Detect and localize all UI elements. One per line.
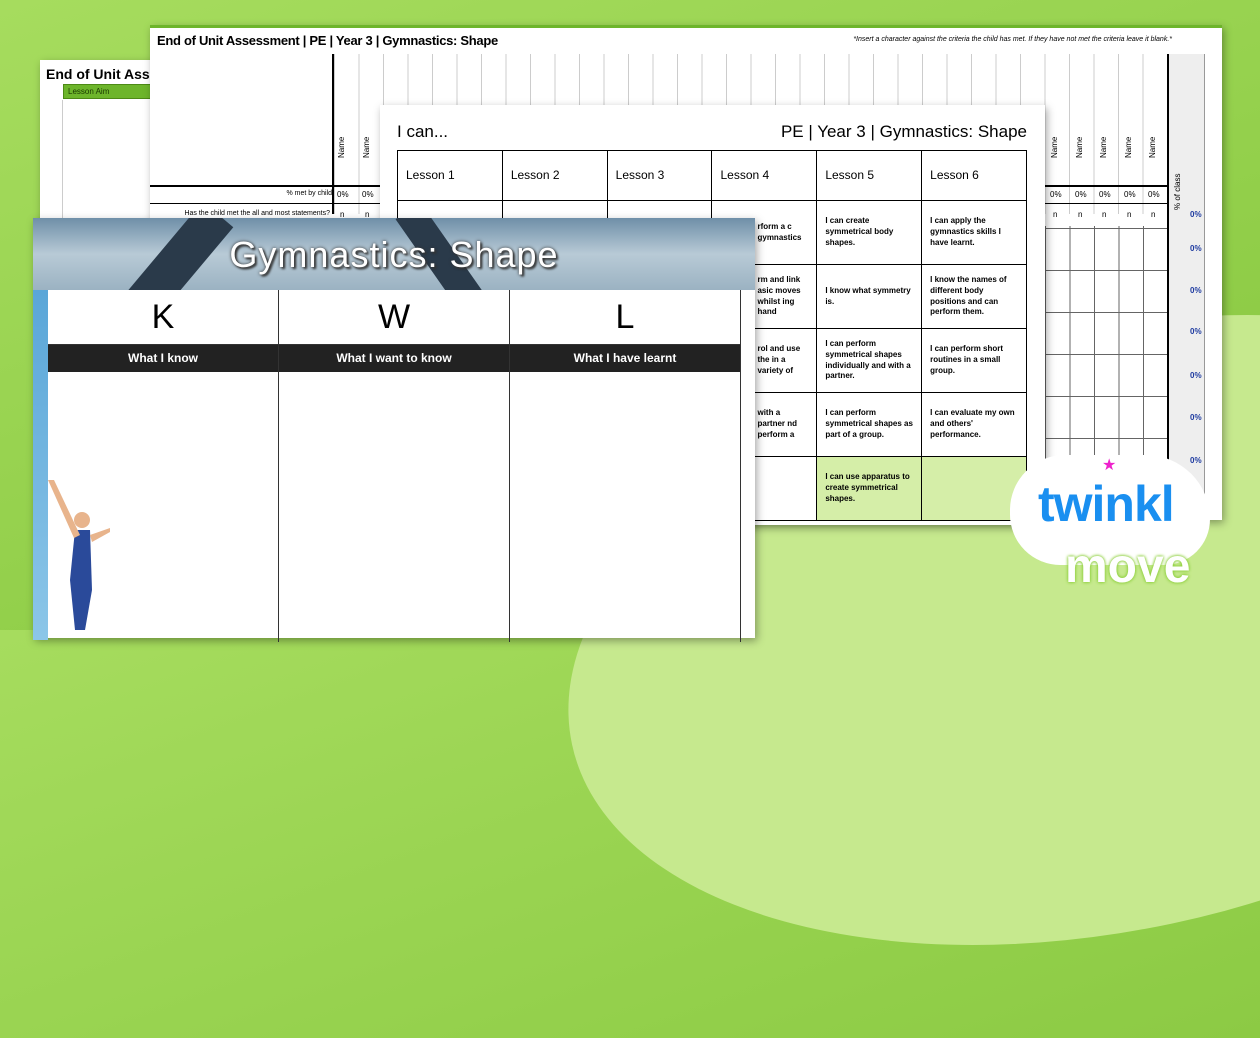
pct-value: 0%: [1148, 190, 1160, 199]
name-header: Name: [1148, 136, 1157, 158]
name-header: Name: [1075, 136, 1084, 158]
lesson-header: Lesson 6: [921, 150, 1027, 201]
assessment-title: End of Unit Assessment | PE | Year 3 | G…: [157, 33, 498, 48]
name-header: Name: [1124, 136, 1133, 158]
criteria-cell: I can evaluate my own and others' perfor…: [921, 392, 1027, 457]
logo-text-twinkl: twinkl: [1038, 476, 1175, 532]
class-pct: 0%: [1190, 327, 1202, 336]
assessment-note: *Insert a character against the criteria…: [853, 36, 1172, 43]
lesson-aim-sheet: End of Unit Asse Lesson Aim: [40, 60, 162, 230]
column-letter: W: [279, 290, 509, 345]
met-value: n: [340, 210, 345, 219]
logo-text-move: move: [1065, 540, 1191, 593]
column-label: What I have learnt: [510, 345, 740, 372]
criteria-cell: I can perform symmetrical shapes as part…: [816, 392, 923, 457]
kwl-column-w: W What I want to know: [279, 290, 510, 642]
kwl-sheet: Gymnastics: Shape K What I know W What I…: [33, 218, 755, 642]
pct-value: 0%: [362, 190, 374, 199]
lesson-header: Lesson 2: [501, 150, 608, 201]
criteria-cell: I can perform symmetrical shapes individ…: [816, 328, 923, 393]
pct-value: 0%: [1050, 190, 1062, 199]
class-pct: 0%: [1190, 244, 1202, 253]
criteria-cell: I can use apparatus to create symmetrica…: [816, 456, 923, 521]
twinkl-move-logo: ★ twinkl move: [1010, 455, 1220, 615]
name-header: Name: [337, 136, 346, 158]
met-value: n: [1053, 210, 1058, 219]
kwl-title: Gymnastics: Shape: [229, 234, 559, 275]
criteria-cell: I can perform short routines in a small …: [921, 328, 1027, 393]
met-all-label: Has the child met the all and most state…: [184, 210, 330, 217]
lesson-aim-header: Lesson Aim: [63, 84, 162, 99]
pct-value: 0%: [337, 190, 349, 199]
name-header: Name: [362, 136, 371, 158]
name-header: Name: [1099, 136, 1108, 158]
pct-value: 0%: [1124, 190, 1136, 199]
pct-class-column: [1167, 54, 1205, 524]
column-letter: K: [48, 290, 278, 345]
grid-line: [62, 100, 63, 230]
criteria-cell: I can apply the gymnastics skills I have…: [921, 200, 1027, 265]
column-label: What I want to know: [279, 345, 509, 372]
name-header: Name: [1050, 136, 1059, 158]
class-pct: 0%: [1190, 210, 1202, 219]
class-pct: 0%: [1190, 413, 1202, 422]
criteria-cell: I can create symmetrical body shapes.: [816, 200, 923, 265]
gymnastics-banner-image: Gymnastics: Shape: [33, 218, 755, 290]
lesson-header: Lesson 4: [711, 150, 818, 201]
column-letter: L: [510, 290, 740, 345]
met-by-child-label: % met by child: [286, 190, 332, 197]
sheet-title: End of Unit Asse: [46, 66, 158, 82]
pct-value: 0%: [1099, 190, 1111, 199]
star-icon: ★: [1102, 457, 1117, 474]
i-can-title: I can...: [397, 122, 449, 141]
column-label: What I know: [48, 345, 278, 372]
lesson-header: Lesson 5: [816, 150, 923, 201]
lesson-header: Lesson 3: [606, 150, 713, 201]
lesson-header: Lesson 1: [397, 150, 503, 201]
met-value: n: [1078, 210, 1083, 219]
met-value: n: [1151, 210, 1156, 219]
class-pct: 0%: [1190, 371, 1202, 380]
gym-photo-strip: [33, 290, 48, 640]
pct-value: 0%: [1075, 190, 1087, 199]
i-can-subject: PE | Year 3 | Gymnastics: Shape: [780, 122, 1027, 141]
gymnast-illustration: [48, 480, 110, 630]
kwl-column-k: K What I know: [48, 290, 279, 642]
kwl-column-l: L What I have learnt: [510, 290, 741, 642]
class-pct: 0%: [1190, 286, 1202, 295]
met-value: n: [1102, 210, 1107, 219]
met-value: n: [1127, 210, 1132, 219]
criteria-cell: [921, 456, 1027, 521]
criteria-cell: I know the names of different body posit…: [921, 264, 1027, 329]
class-pct: 0%: [1190, 456, 1202, 465]
pct-class-label: % of class: [1173, 173, 1182, 210]
met-value: n: [365, 210, 370, 219]
criteria-cell: I know what symmetry is.: [816, 264, 923, 329]
